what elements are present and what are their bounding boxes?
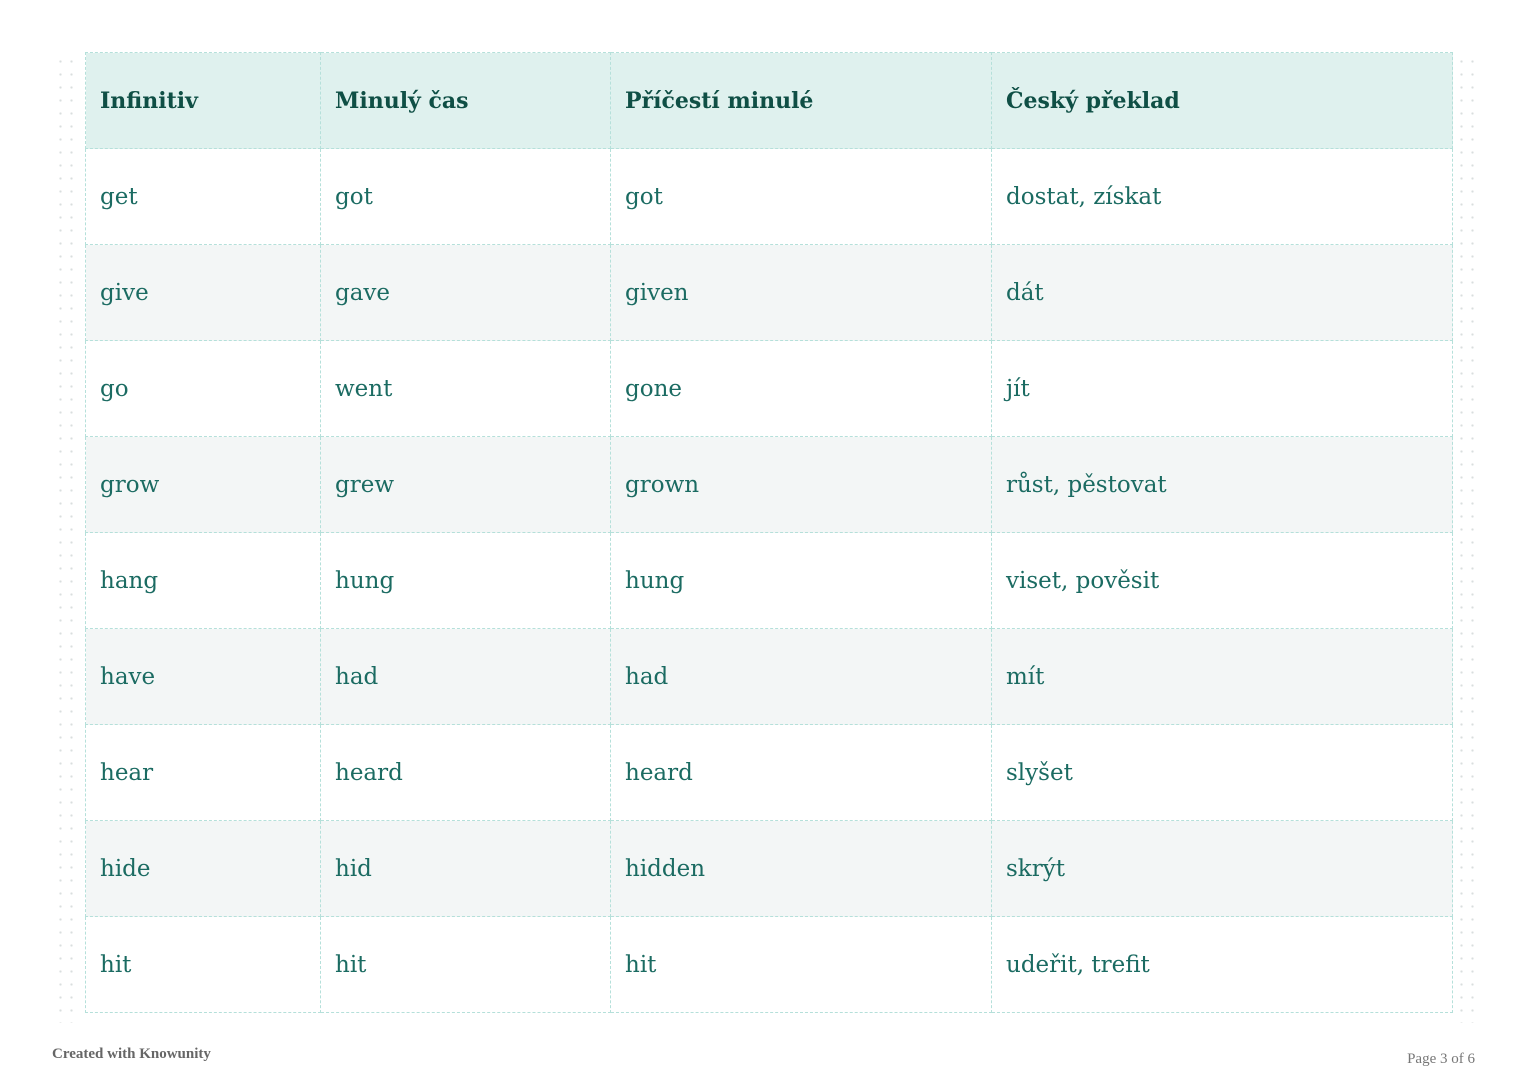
table-cell: went (320, 340, 611, 437)
table-cell: slyšet (991, 724, 1453, 821)
irregular-verbs-table: Infinitiv Minulý čas Příčestí minulé Český … (85, 52, 1453, 1013)
table-row: get got got dostat, získat (85, 148, 1453, 245)
table-row: go went gone jít (85, 340, 1453, 437)
table-cell: given (610, 244, 992, 341)
table-cell: gone (610, 340, 992, 437)
column-header: Minulý čas (320, 52, 611, 149)
table-cell: grown (610, 436, 992, 533)
table-cell: mít (991, 628, 1453, 725)
table-cell: heard (610, 724, 992, 821)
table-cell: dostat, získat (991, 148, 1453, 245)
table-cell: got (320, 148, 611, 245)
table-cell: hit (610, 916, 992, 1013)
table-cell: hit (320, 916, 611, 1013)
created-with-label: Created with Knowunity (52, 1046, 211, 1062)
table-row: hang hung hung viset, pověsit (85, 532, 1453, 629)
table-cell: dát (991, 244, 1453, 341)
header-row: Infinitiv Minulý čas Příčestí minulé Český … (85, 52, 1453, 149)
table-row: hit hit hit udeřit, trefit (85, 916, 1453, 1013)
page-number: Page 3 of 6 (1407, 1051, 1475, 1067)
table-cell: had (320, 628, 611, 725)
table-row: grow grew grown růst, pěstovat (85, 436, 1453, 533)
table-cell: jít (991, 340, 1453, 437)
table-cell: heard (320, 724, 611, 821)
column-header: Infinitiv (85, 52, 321, 149)
table-cell: got (610, 148, 992, 245)
table-cell: go (85, 340, 321, 437)
table-cell: give (85, 244, 321, 341)
table-row: give gave given dát (85, 244, 1453, 341)
table-cell: grow (85, 436, 321, 533)
dotted-margin-left (55, 55, 77, 1023)
table-cell: get (85, 148, 321, 245)
table-row: have had had mít (85, 628, 1453, 725)
column-header: Český překlad (991, 52, 1453, 149)
table-cell: hang (85, 532, 321, 629)
table-cell: grew (320, 436, 611, 533)
table-cell: hit (85, 916, 321, 1013)
table-row: hear heard heard slyšet (85, 724, 1453, 821)
table-cell: udeřit, trefit (991, 916, 1453, 1013)
table-cell: viset, pověsit (991, 532, 1453, 629)
table-cell: hide (85, 820, 321, 917)
table-cell: hid (320, 820, 611, 917)
table-cell: hung (320, 532, 611, 629)
column-header: Příčestí minulé (610, 52, 992, 149)
dotted-margin-right (1456, 55, 1478, 1023)
table-cell: hidden (610, 820, 992, 917)
table-cell: růst, pěstovat (991, 436, 1453, 533)
table-cell: skrýt (991, 820, 1453, 917)
table-row: hide hid hidden skrýt (85, 820, 1453, 917)
table-cell: have (85, 628, 321, 725)
table-cell: hear (85, 724, 321, 821)
table-cell: hung (610, 532, 992, 629)
table-cell: gave (320, 244, 611, 341)
table-cell: had (610, 628, 992, 725)
